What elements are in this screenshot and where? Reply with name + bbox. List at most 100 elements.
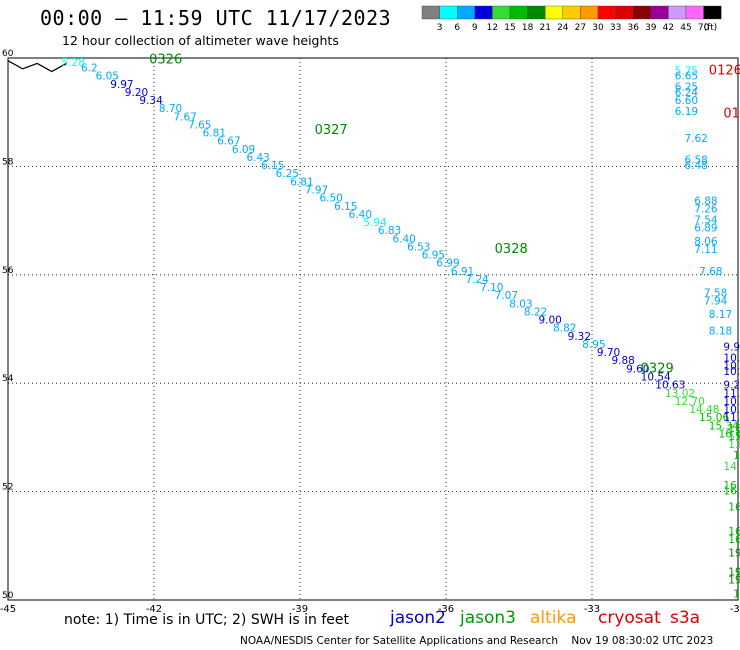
wave-height-point: 8.95 [582,339,605,351]
wave-height-point: 6.50 [319,193,342,205]
colorbar-tick-label: 12 [487,23,498,33]
wave-height-point: 7.65 [188,119,211,131]
chart-subtitle: 12 hour collection of altimeter wave hei… [62,33,339,48]
wave-height-point: 14.48 [689,404,719,416]
wave-height-point: 6.53 [407,241,430,253]
wave-height-point: 6.24 [675,87,699,99]
wave-height-point: 7.62 [684,133,707,145]
time-label: 0326 [149,52,182,67]
wave-height-point: 12.70 [675,396,705,408]
wave-height-point: 6.88 [694,195,717,207]
wave-height-point: 15.34 [709,420,739,432]
x-tick-label: -39 [292,604,308,615]
y-tick-label: 58 [2,157,14,167]
wave-height-point: 16 [728,534,740,546]
x-tick-label: -36 [438,604,454,615]
wave-height-point: 10.63 [655,380,685,392]
wave-height-point: 9.97 [110,79,133,91]
wave-height-point: 16.10 [719,428,740,440]
wave-height-point: 7.54 [694,214,718,226]
time-label: 0328 [495,242,528,257]
colorbar-swatch [633,5,652,20]
colorbar-tick-label: 42 [663,23,674,33]
legend-jason3: jason3 [460,608,516,628]
wave-height-point: 8.70 [159,103,182,115]
wave-height-point: 19 [728,575,740,587]
wave-height-point: 6.15 [334,201,357,213]
wave-height-point: 10.85 [723,396,740,408]
wave-height-point: 6.25 [276,168,299,180]
wave-height-point: 9.32 [568,331,591,343]
wave-height-point: 10.70 [723,361,740,373]
time-label: 0329 [641,361,674,376]
wave-height-point: 9.90 [723,342,740,354]
wave-height-point: 11.18 [723,388,740,400]
colorbar-tick-label: 21 [539,23,550,33]
y-tick-label: 50 [2,591,14,601]
y-tick-label: 52 [2,483,13,493]
y-tick-label: 60 [2,49,14,59]
wave-height-point: 9.60 [626,363,649,375]
legend-s3a: s3a [670,608,701,628]
wave-height-point: 10.66 [723,366,740,378]
legend-cryosat: cryosat [598,608,661,628]
wave-height-point: 6.15 [261,160,284,172]
wave-height-point: 6.81 [290,176,313,188]
colorbar-swatch [439,5,458,20]
colorbar-tick-label: 36 [627,23,639,33]
credit-line: NOAA/NESDIS Center for Satellite Applica… [240,635,714,647]
wave-height-point: 15.37 [728,431,740,443]
chart-title: 00:00 – 11:59 UTC 11/17/2023 [40,6,392,30]
wave-height-point: 7.10 [480,282,503,294]
colorbar-swatch [562,5,581,20]
wave-height-point: 7.97 [305,185,328,197]
colorbar-unit: (ft) [704,23,718,33]
colorbar-tick-label: 3 [437,23,443,33]
colorbar-tick-label: 6 [454,23,460,33]
wave-height-point: 10.88 [723,404,740,416]
y-tick-label: 54 [2,374,14,384]
wave-height-point: 7.24 [465,274,489,286]
colorbar-tick-label: 70 [698,23,710,33]
time-label: 0126 [709,63,740,78]
wave-height-point: 8.03 [509,298,532,310]
colorbar-tick-label: 45 [680,23,691,33]
wave-height-point: 9.70 [597,347,620,359]
wave-height-point: 8.06 [694,236,718,248]
wave-height-point: 6.91 [451,266,474,278]
legend-jason2: jason2 [390,608,446,628]
colorbar-tick-label: 27 [575,23,586,33]
wave-height-point: 5.28 [62,57,85,69]
colorbar-tick-label: 18 [522,23,534,33]
colorbar-tick-label: 15 [504,23,515,33]
wave-height-point: 16.2 [728,502,740,514]
wave-height-point: 6.43 [246,152,269,164]
wave-height-point: 6.58 [684,155,707,167]
colorbar-swatch [703,5,722,20]
wave-height-point: 14.74 [723,461,740,473]
colorbar-tick-label: 33 [610,23,621,33]
wave-height-point: 11.45 [723,412,740,424]
wave-height-point: 6.99 [436,258,459,270]
x-tick-label: -30 [730,604,740,615]
wave-height-point: 5.94 [363,217,387,229]
colorbar-swatch [650,5,669,20]
wave-height-point: 6.40 [392,233,415,245]
wave-height-point: 6.09 [232,144,255,156]
wave-height-point: 7.11 [694,244,717,256]
wave-height-point: 6.95 [422,250,445,262]
wave-height-point: 10.54 [641,371,671,383]
plot-frame [7,57,739,601]
colorbar-swatch [580,5,599,20]
colorbar-swatch [421,5,440,20]
wave-height-point: 17 [733,588,740,600]
wave-height-point: 6.05 [96,71,119,83]
colorbar-tick-label: 9 [472,23,478,33]
wave-height-point: 8.17 [709,309,732,321]
wave-height-point: 16.1 [723,480,740,492]
wave-height-point: 6.25 [675,82,698,94]
wave-height-point: 7.26 [694,203,718,215]
wave-height-point: 13.02 [665,388,695,400]
footnote: note: 1) Time is in UTC; 2) SWH is in fe… [64,612,350,628]
